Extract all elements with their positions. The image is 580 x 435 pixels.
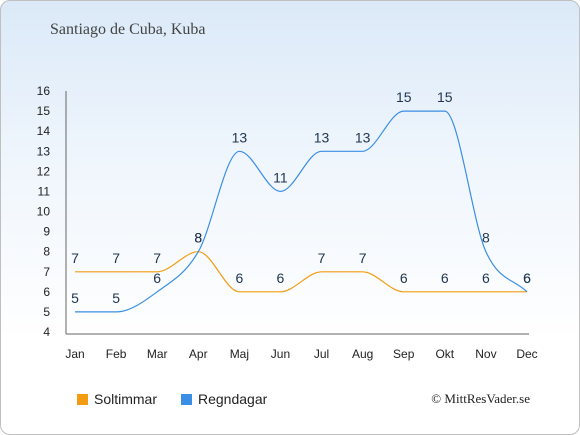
data-label-regndagar: 15	[396, 89, 412, 105]
data-label-soltimmar: 6	[235, 270, 243, 286]
y-tick-label: 14	[37, 124, 51, 138]
data-label-soltimmar: 6	[441, 270, 449, 286]
x-tick-label: Jun	[271, 347, 290, 361]
y-tick-label: 5	[43, 305, 50, 319]
data-label-regndagar: 15	[437, 89, 453, 105]
y-tick-label: 4	[43, 325, 50, 339]
x-tick-label: Okt	[435, 347, 454, 361]
data-label-soltimmar: 7	[71, 250, 79, 266]
legend-label-soltimmar: Soltimmar	[94, 391, 158, 407]
data-label-regndagar: 13	[355, 129, 371, 145]
data-label-regndagar: 8	[194, 230, 202, 246]
legend-swatch-soltimmar	[77, 393, 88, 405]
y-tick-label: 11	[38, 184, 51, 198]
data-label-regndagar: 11	[273, 169, 288, 185]
legend-item-soltimmar: Soltimmar	[77, 391, 157, 407]
y-tick-label: 12	[37, 164, 51, 178]
y-tick-label: 16	[37, 84, 51, 98]
chart-title: Santiago de Cuba, Kuba	[50, 21, 206, 38]
data-label-soltimmar: 8	[194, 230, 202, 246]
x-tick-label: Aug	[352, 347, 373, 361]
data-label-regndagar: 6	[523, 270, 531, 286]
x-tick-label: Apr	[189, 347, 208, 361]
x-tick-label: Jan	[65, 347, 84, 361]
x-tick-label: Feb	[106, 347, 127, 361]
data-label-soltimmar: 6	[482, 270, 490, 286]
data-label-regndagar: 13	[314, 129, 330, 145]
credit-text: © MittResVader.se	[431, 391, 530, 406]
x-tick-label: Maj	[230, 347, 249, 361]
data-label-regndagar: 5	[71, 290, 79, 306]
data-label-soltimmar: 7	[112, 250, 120, 266]
legend-label-regndagar: Regndagar	[198, 391, 268, 407]
series-line-soltimmar	[74, 251, 527, 293]
data-label-regndagar: 13	[232, 129, 248, 145]
y-tick-label: 13	[37, 144, 51, 158]
data-label-soltimmar: 6	[400, 270, 408, 286]
data-label-soltimmar: 7	[359, 250, 367, 266]
x-tick-label: Jul	[314, 347, 329, 361]
y-tick-label: 9	[43, 225, 50, 239]
data-label-regndagar: 5	[112, 290, 120, 306]
y-tick-label: 7	[43, 265, 50, 279]
legend-item-regndagar: Regndagar	[181, 391, 267, 407]
y-tick-label: 15	[37, 104, 51, 118]
x-tick-label: Dec	[516, 347, 537, 361]
legend-swatch-regndagar	[181, 393, 192, 405]
y-tick-label: 8	[43, 245, 50, 259]
y-tick-label: 6	[43, 285, 50, 299]
series-line-regndagar	[75, 110, 528, 313]
x-tick-label: Mar	[147, 347, 168, 361]
data-label-regndagar: 6	[153, 270, 161, 286]
data-label-soltimmar: 6	[277, 270, 285, 286]
data-label-soltimmar: 6	[523, 270, 531, 286]
y-tick-label: 10	[37, 205, 51, 219]
data-label-regndagar: 8	[482, 230, 490, 246]
x-tick-label: Sep	[393, 347, 415, 361]
x-tick-label: Nov	[475, 347, 496, 361]
data-label-soltimmar: 7	[153, 250, 161, 266]
data-label-soltimmar: 7	[318, 250, 326, 266]
